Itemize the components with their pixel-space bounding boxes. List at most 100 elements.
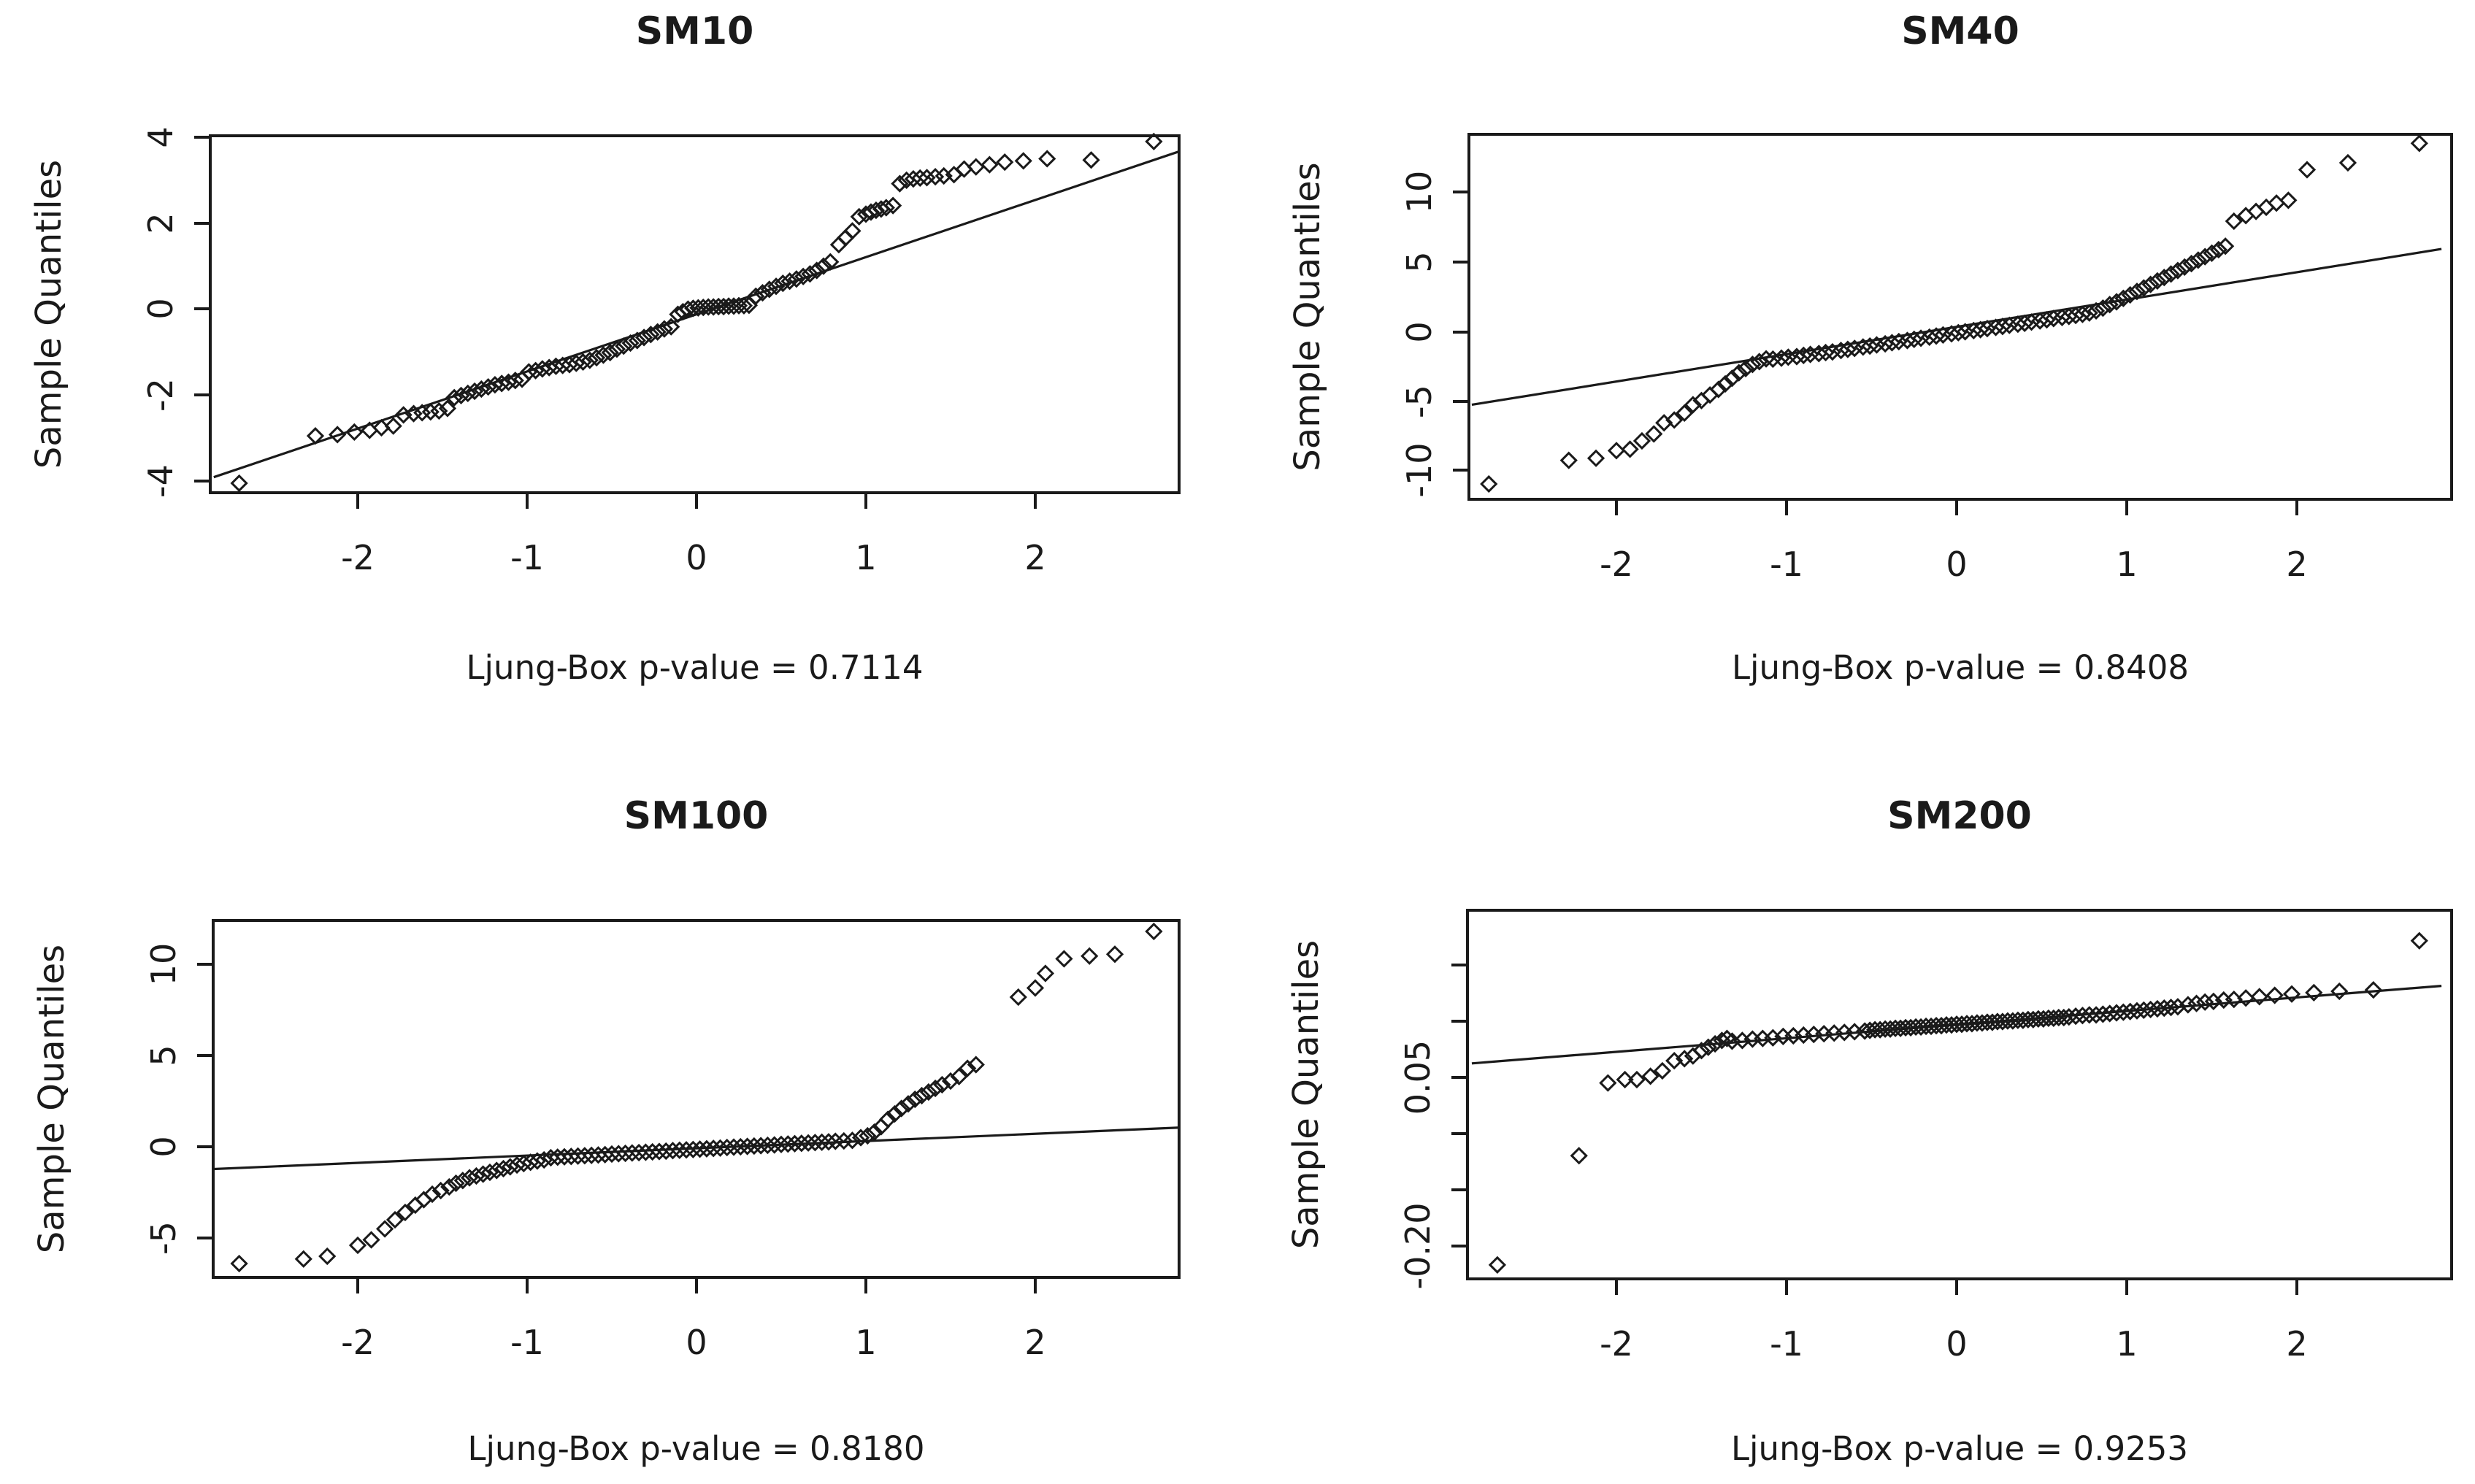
qq-point [2016, 314, 2034, 332]
qq-point [2196, 247, 2214, 266]
qq-point [1038, 150, 1056, 168]
qq-point [488, 1161, 506, 1180]
qq-point [2364, 981, 2382, 999]
qq-point [1716, 374, 1735, 393]
qq-point [637, 1143, 655, 1161]
qq-point [431, 1181, 450, 1200]
y-axis-ticks: 10 5 0 -5 -10 [1400, 171, 1469, 498]
y-tick-label: -5 [1400, 385, 1439, 418]
qq-point [650, 1142, 669, 1161]
panel-title: SM200 [1887, 794, 2032, 838]
qq-point [2100, 1004, 2119, 1023]
qq-point [2073, 305, 2092, 323]
panel-title: SM10 [636, 9, 754, 53]
qq-point [506, 372, 524, 390]
qq-point [2121, 1002, 2139, 1020]
qq-point [996, 153, 1014, 172]
qq-point [926, 1079, 945, 1098]
x-tick-label: 1 [855, 1323, 876, 1362]
qq-point [724, 1138, 743, 1156]
data-points [230, 922, 1163, 1273]
qq-point [767, 277, 786, 296]
qq-point [479, 377, 497, 396]
qq-point [2168, 261, 2187, 280]
qq-point [1838, 340, 1857, 358]
qq-point [738, 1137, 756, 1156]
qq-point [2187, 994, 2206, 1012]
x-tick-label: 1 [855, 538, 876, 577]
x-tick-label: 1 [2116, 1324, 2137, 1364]
qq-point [553, 356, 572, 374]
qq-point [1706, 1034, 1724, 1053]
qq-point [2080, 1006, 2098, 1024]
qq-point [1861, 337, 1879, 355]
x-tick-label: 2 [2286, 545, 2307, 584]
qq-point [657, 1142, 675, 1161]
x-tick-label: 2 [1024, 1323, 1045, 1362]
qq-point [780, 272, 799, 291]
qq-point [967, 1056, 985, 1074]
qq-point [1971, 320, 1989, 339]
qq-point [438, 399, 457, 418]
qq-point [480, 1163, 499, 1182]
ljung-box-caption: Ljung-Box p-value = 0.8180 [467, 1429, 924, 1468]
qq-point [2087, 1006, 2106, 1024]
y-tick-label: 0 [141, 298, 180, 319]
qq-point [580, 351, 599, 369]
qq-point [535, 1150, 553, 1169]
qq-point [1632, 431, 1651, 450]
qq-point [886, 1104, 904, 1123]
qq-point [634, 328, 653, 347]
data-points [1488, 931, 2428, 1274]
data-points [1480, 134, 2428, 493]
qq-point [2044, 310, 2062, 328]
qq-point [2094, 1005, 2112, 1023]
qq-point [745, 1137, 764, 1156]
qq-point [806, 1134, 824, 1152]
qq-point [760, 280, 778, 299]
qq-point [1993, 318, 2012, 336]
qq-point [2107, 1004, 2126, 1022]
qq-point [2094, 299, 2112, 318]
y-axis-label: Sample Quantiles [28, 160, 69, 469]
qq-point [385, 1210, 404, 1229]
qq-point [555, 1147, 574, 1166]
y-axis-label: Sample Quantiles [1287, 162, 1328, 471]
qq-point [1810, 345, 1828, 363]
qq-point [843, 222, 862, 240]
qq-point [642, 326, 660, 344]
qq-point [430, 401, 448, 420]
qq-point [1081, 947, 1099, 965]
y-tick-label: 0 [144, 1136, 183, 1157]
qq-point [919, 1083, 937, 1102]
qq-point [913, 1086, 931, 1105]
qq-point [826, 1132, 845, 1150]
qq-point [753, 284, 772, 302]
qq-point [967, 158, 985, 176]
qq-point [413, 404, 431, 422]
qq-point [2203, 244, 2221, 262]
y-axis-ticks: 10 5 0 -5 [144, 943, 213, 1255]
qq-point [904, 169, 923, 188]
qq-point [918, 169, 936, 187]
qq-point [474, 1165, 492, 1183]
qq-point [452, 386, 470, 404]
qq-point [794, 267, 813, 285]
qq-point [648, 323, 667, 341]
qq-point [897, 171, 916, 189]
qq-point [465, 382, 484, 401]
qq-point [1772, 349, 1791, 367]
qq-point [906, 1090, 924, 1109]
qq-point [2127, 1001, 2146, 1020]
qq-point [542, 1148, 560, 1167]
qq-point [2225, 212, 2243, 231]
qq-point [1927, 327, 1946, 345]
qq-point [1779, 348, 1797, 366]
x-tick-label: -1 [510, 1323, 544, 1362]
qq-point [2114, 1003, 2133, 1021]
qq-point [2141, 1000, 2160, 1019]
qq-point [445, 388, 464, 407]
qq-panel-sm100: SM100 Sample Quantiles Ljung-Box p-value… [31, 794, 1181, 1468]
qq-point [610, 1145, 628, 1163]
qq-point [1965, 321, 1983, 340]
